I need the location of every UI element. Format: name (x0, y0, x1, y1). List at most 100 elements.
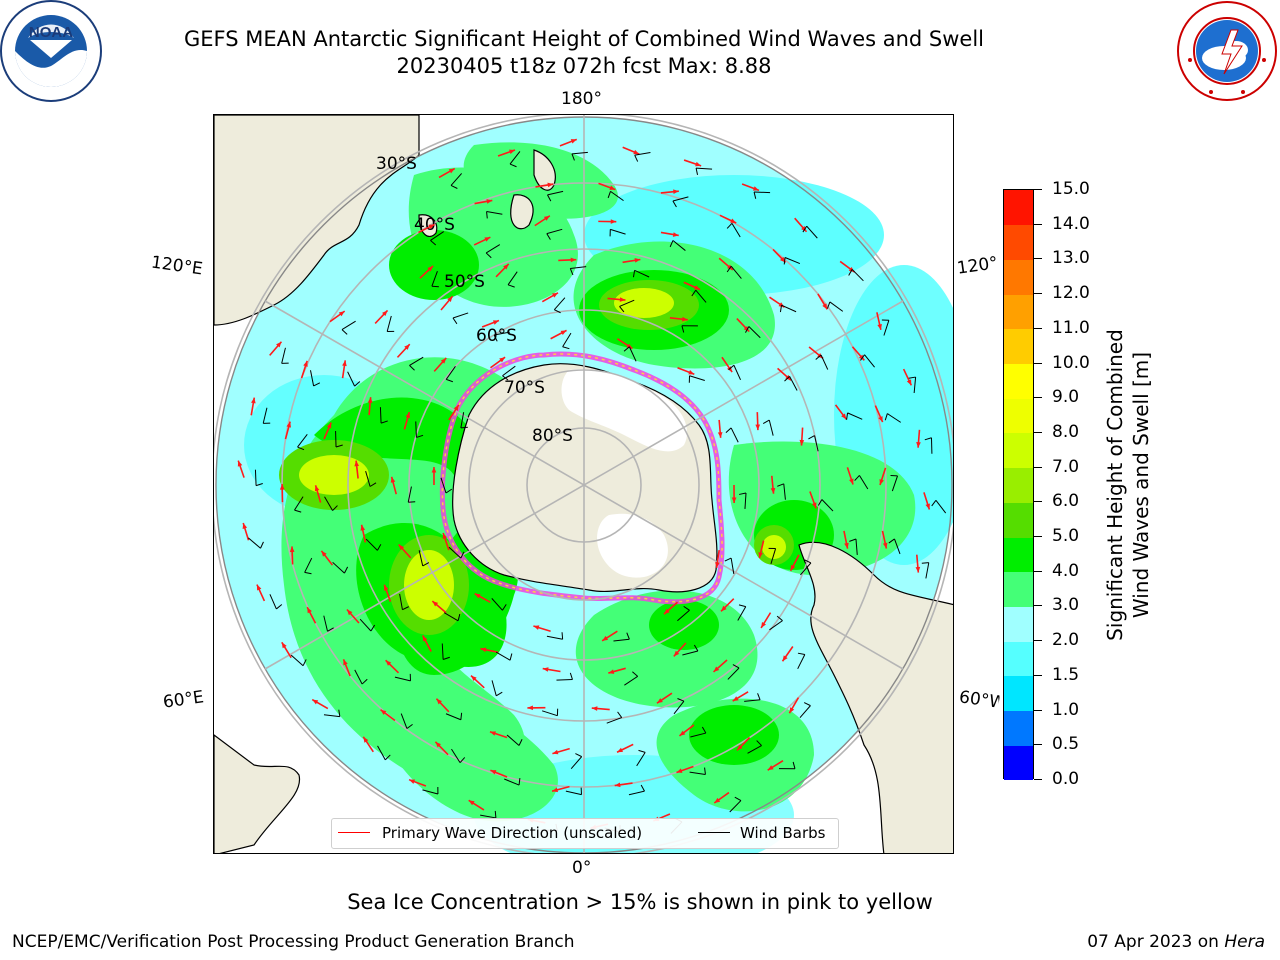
wind-barb (440, 477, 447, 494)
wind-barb-flag (327, 627, 334, 632)
wave-arrow-head (770, 487, 776, 494)
wave-arrow-head (453, 404, 459, 411)
footer-date-text: 07 Apr 2023 on (1087, 932, 1219, 952)
wind-barb (547, 190, 564, 196)
wind-barb (689, 375, 705, 381)
wind-barb (379, 407, 382, 424)
wind-barb (781, 304, 797, 313)
colorbar-segment (1004, 710, 1033, 746)
wind-barb (562, 332, 572, 348)
wind-barb (858, 475, 869, 490)
wave-arrow-head (614, 782, 621, 788)
wind-barb (784, 257, 801, 265)
wind-barb (737, 606, 747, 621)
colorbar-tick (1034, 570, 1042, 572)
wind-barb (546, 228, 563, 235)
wind-barb-flag (783, 257, 786, 265)
wave-arrow-head (736, 744, 743, 751)
colorbar-tick-label: 1.0 (1052, 699, 1080, 720)
wind-barb-flag (384, 754, 391, 761)
colorbar-tick (1034, 709, 1042, 711)
wave-arrow-head (289, 546, 295, 553)
wave-arrow-head (256, 584, 262, 591)
wind-barb-flag (681, 325, 685, 333)
wind-barb-flag (691, 289, 697, 297)
wind-barb (365, 470, 371, 487)
wind-barb (443, 612, 459, 622)
wave-arrow-head (608, 669, 615, 674)
wind-barb (730, 557, 735, 574)
wave-arrow-head (503, 263, 509, 270)
wind-barb-flag (569, 268, 574, 276)
wave-arrow-head (382, 310, 388, 317)
colorbar-tick-label: 15.0 (1052, 179, 1090, 199)
wave-arrow-head (489, 731, 496, 736)
colorbar-tick-label: 6.0 (1052, 491, 1080, 512)
wind-barb-flag (260, 541, 264, 549)
wind-barb (418, 550, 424, 566)
wind-barb-flag (846, 412, 849, 420)
colorbar-tick-label: 13.0 (1052, 248, 1090, 269)
wind-barb-flag (547, 194, 552, 202)
wind-barb-flag (431, 285, 439, 288)
colorbar-tick-label: 3.0 (1052, 595, 1080, 616)
wind-barb (297, 434, 308, 448)
wave-arrow-head (570, 257, 577, 263)
colorbar-tick-label: 14.0 (1052, 213, 1090, 234)
wind-barb (634, 269, 650, 278)
wind-barb-flag (495, 691, 503, 697)
wind-barb (486, 211, 503, 215)
lat-label-70s: 70°S (504, 378, 545, 398)
wind-barb-flag (931, 500, 937, 507)
wind-barb (690, 732, 706, 738)
colorbar-tick (1034, 501, 1042, 503)
wind-barb-flag (762, 419, 770, 424)
wind-barb (820, 354, 829, 370)
wave-arrow-head (432, 601, 439, 607)
wind-barb (730, 265, 742, 279)
wind-barb-flag (460, 426, 468, 429)
wind-barb (491, 680, 497, 696)
wind-barb (422, 789, 439, 795)
wind-barb (570, 756, 583, 770)
wave-arrow-head (492, 320, 499, 325)
wind-barb (480, 814, 497, 819)
lon-label-0: 0° (572, 858, 592, 878)
wave-arrow-head (732, 696, 739, 702)
wind-barb (507, 271, 518, 286)
wind-barb-flag (370, 624, 376, 632)
wave-arrow-head (679, 730, 686, 736)
wave-arrow-head (281, 642, 287, 649)
wind-barb-flag (546, 233, 551, 240)
wind-barb (770, 548, 777, 565)
colorbar-tick-label: 4.0 (1052, 560, 1080, 581)
wave-arrow-head (343, 659, 348, 666)
wind-barb (450, 173, 463, 186)
wave-arrow-head (552, 292, 558, 298)
wind-barb (565, 790, 582, 796)
nws-logo (1176, 0, 1278, 102)
wave-arrow-head (338, 311, 345, 317)
wind-barb-flag (507, 284, 515, 288)
wind-barb (430, 231, 445, 241)
wind-barb (744, 699, 761, 702)
wind-barb (448, 546, 462, 559)
wave-arrow-head (276, 341, 282, 348)
wave-arrow-head (633, 149, 640, 155)
wave-arrow-head (695, 161, 702, 167)
wave-arrow-head (543, 215, 550, 221)
colorbar-title-line2: Wind Waves and Swell [m] (1129, 351, 1153, 619)
wave-arrow-head (844, 542, 849, 549)
wave-arrow-head (714, 797, 721, 804)
wave-arrow-head (878, 416, 883, 423)
wind-barb (354, 669, 363, 685)
wind-barb (754, 191, 771, 194)
wind-barb (887, 413, 902, 423)
colorbar-segment (1004, 224, 1033, 260)
wind-barb-flag (502, 604, 507, 611)
wind-barb-flag (569, 672, 573, 680)
wave-arrow-head (673, 189, 679, 195)
wind-barb (341, 320, 356, 331)
wind-barb-flag (302, 659, 307, 666)
wind-barb-flag (344, 566, 349, 574)
